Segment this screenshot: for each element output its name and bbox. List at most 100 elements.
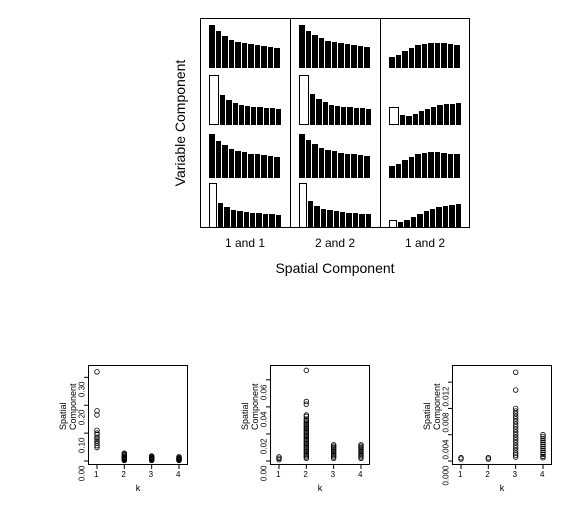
bar-r0-c1-b10 <box>364 47 370 69</box>
bar-r0-c1-b1 <box>306 31 312 69</box>
bar-r3-c2-b2 <box>404 220 409 228</box>
bar-r2-c2-b9 <box>448 154 454 178</box>
bar-r0-c0-b7 <box>255 45 261 68</box>
bar-r0-c1-b8 <box>351 45 357 68</box>
scatter-0-xlabel: k <box>88 483 188 493</box>
bar-r0-c0-b1 <box>216 31 222 68</box>
bar-r3-c1-b4 <box>327 210 332 228</box>
bar-r1-c0-b2 <box>226 100 231 125</box>
scatter-1-xlabel: k <box>270 483 370 493</box>
bar-r2-c0-b0 <box>209 134 215 178</box>
top-divider-0 <box>290 18 291 228</box>
bar-r3-c0-b4 <box>237 211 242 228</box>
bar-r1-c2-b7 <box>437 105 442 125</box>
bar-r1-c0-b10 <box>276 109 281 125</box>
top-xtick-2: 1 and 2 <box>385 236 465 250</box>
bar-r1-c0-b7 <box>257 107 262 125</box>
bar-r0-c1-b0 <box>299 25 305 69</box>
top-xlabel: Spatial Component <box>200 260 470 276</box>
bar-r2-c2-b4 <box>415 154 421 177</box>
bar-r2-c2-b7 <box>435 152 441 177</box>
bar-r1-c0-b5 <box>245 106 250 125</box>
bar-r0-c1-b7 <box>345 44 351 68</box>
scatter-1-point-3 <box>304 368 309 373</box>
scatter-0-ylabel: Spatial Component <box>58 410 78 430</box>
bar-r1-c0-b0 <box>209 75 219 125</box>
bar-r2-c1-b7 <box>345 154 351 178</box>
top-xtick-0: 1 and 1 <box>205 236 285 250</box>
bar-r1-c1-b2 <box>316 99 321 125</box>
bar-r2-c2-b6 <box>428 152 434 177</box>
bar-r0-c2-b7 <box>435 43 441 68</box>
bar-r3-c2-b5 <box>424 211 429 228</box>
scatter-2-xlabel: k <box>452 483 552 493</box>
bar-r1-c1-b5 <box>335 106 340 125</box>
bar-r1-c2-b2 <box>406 116 411 125</box>
bar-r1-c2-b9 <box>450 104 455 125</box>
bar-r3-c1-b1 <box>308 201 313 228</box>
bar-r2-c1-b2 <box>312 144 318 177</box>
bar-r0-c0-b4 <box>235 42 241 69</box>
bar-r0-c1-b6 <box>338 43 344 68</box>
bar-group-r1-c1 <box>299 75 371 125</box>
bar-group-r3-c0 <box>209 182 281 228</box>
top-xtick-1: 2 and 2 <box>295 236 375 250</box>
bar-r0-c2-b1 <box>396 55 402 69</box>
bar-r3-c0-b2 <box>224 207 229 228</box>
bar-r1-c0-b9 <box>270 108 275 125</box>
bar-r3-c0-b5 <box>244 212 249 228</box>
bar-r2-c0-b7 <box>255 154 261 177</box>
bar-group-r1-c2 <box>389 75 461 125</box>
bar-r2-c0-b6 <box>248 154 254 178</box>
bar-r2-c2-b5 <box>422 153 428 177</box>
bar-r1-c2-b5 <box>425 109 430 125</box>
bar-r2-c1-b4 <box>325 150 331 178</box>
bar-r0-c1-b3 <box>319 38 325 68</box>
bar-r3-c0-b8 <box>263 214 268 228</box>
bar-r3-c1-b7 <box>346 213 351 228</box>
bar-r2-c1-b1 <box>306 140 312 178</box>
bar-r1-c0-b1 <box>220 95 225 125</box>
bar-r0-c0-b5 <box>242 43 248 68</box>
bar-r2-c0-b8 <box>261 155 267 177</box>
bar-r1-c1-b10 <box>366 109 371 125</box>
bar-r0-c0-b9 <box>268 47 274 68</box>
top-ylabel: Variable Component <box>172 53 188 193</box>
bar-r1-c2-b0 <box>389 107 399 125</box>
bar-r1-c1-b0 <box>299 75 309 125</box>
bar-r2-c2-b10 <box>454 154 460 177</box>
bar-group-r1-c0 <box>209 75 281 125</box>
bar-r3-c2-b9 <box>449 205 454 228</box>
bar-r3-c1-b0 <box>299 183 307 228</box>
bar-r3-c2-b0 <box>389 220 397 228</box>
bar-r1-c2-b3 <box>413 114 418 125</box>
bar-group-r0-c0 <box>209 22 281 68</box>
bar-r1-c0-b6 <box>251 107 256 125</box>
bar-group-r0-c2 <box>389 22 461 68</box>
bar-group-r3-c1 <box>299 182 371 228</box>
bar-r1-c1-b8 <box>354 108 359 125</box>
bar-r0-c2-b3 <box>409 48 415 69</box>
bar-r1-c2-b6 <box>431 107 436 125</box>
bar-r2-c0-b9 <box>268 156 274 177</box>
bar-group-r2-c2 <box>389 131 461 177</box>
bar-r0-c2-b8 <box>441 43 447 68</box>
bar-r3-c0-b9 <box>269 214 274 228</box>
bar-r3-c0-b6 <box>250 213 255 228</box>
bar-group-r2-c1 <box>299 131 371 177</box>
bar-r0-c1-b5 <box>332 42 338 68</box>
bar-r3-c1-b6 <box>340 212 345 228</box>
bar-r0-c2-b9 <box>448 44 454 68</box>
bar-r3-c1-b3 <box>321 209 326 228</box>
bar-r1-c0-b8 <box>264 108 269 125</box>
bar-r3-c2-b3 <box>411 217 416 228</box>
bar-r3-c1-b2 <box>314 206 319 228</box>
bar-r3-c0-b1 <box>218 203 223 228</box>
bar-r1-c2-b1 <box>400 115 405 125</box>
bar-r1-c1-b6 <box>341 107 346 125</box>
scatter-2-point-4 <box>513 370 518 375</box>
scatter-2-ylabel: Spatial Component <box>422 410 442 430</box>
bar-r3-c0-b3 <box>231 210 236 228</box>
bar-r1-c1-b4 <box>329 105 334 125</box>
scatter-svg-0 <box>78 360 208 480</box>
